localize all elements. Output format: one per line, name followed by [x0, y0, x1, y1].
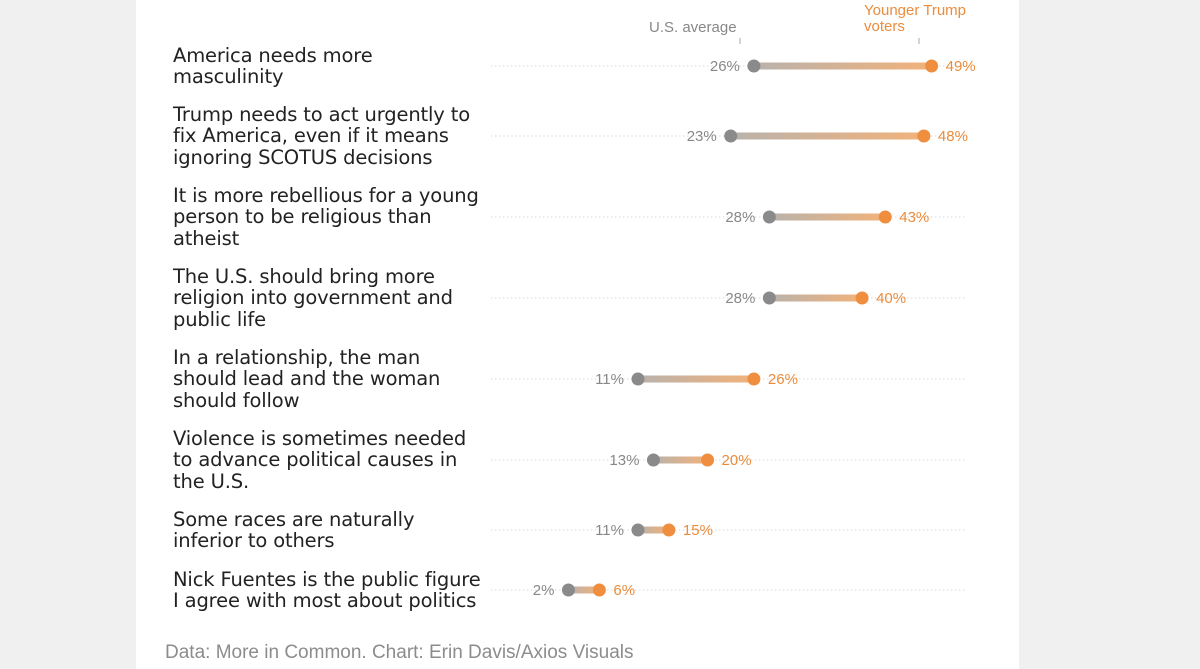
source-credit: Data: More in Common. Chart: Erin Davis/…: [165, 642, 634, 663]
dumbbell-bar: [769, 213, 886, 221]
statement-line: should follow: [173, 388, 300, 412]
legend-us-average: U.S. average: [649, 19, 737, 36]
avg-value-label: 28%: [725, 209, 755, 226]
young-value-label: 15%: [683, 522, 713, 539]
young-value-label: 49%: [946, 58, 976, 75]
young-point: [855, 291, 869, 305]
young-point: [701, 453, 715, 467]
statement-line: atheist: [173, 226, 240, 250]
avg-value-label: 11%: [595, 371, 624, 388]
chart-card: [136, 0, 1019, 669]
young-point: [662, 523, 676, 537]
avg-point: [762, 291, 776, 305]
young-point: [917, 129, 931, 143]
young-value-label: 48%: [938, 128, 968, 145]
statement-line: the U.S.: [173, 469, 250, 493]
statement-line: America needs more: [173, 43, 373, 67]
statement-line: should lead and the woman: [173, 367, 441, 391]
statement-4: The U.S. should bring more religion into …: [173, 266, 493, 331]
statement-line: Trump needs to act urgently to: [173, 102, 471, 126]
legend-young-line1: Younger Trump: [864, 2, 967, 19]
avg-point: [631, 372, 645, 386]
avg-point: [762, 210, 776, 224]
avg-value-label: 23%: [687, 128, 717, 145]
statement-line: ignoring SCOTUS decisions: [173, 145, 433, 169]
statement-line: to advance political causes in: [173, 448, 458, 472]
statement-line: fix America, even if it means: [173, 124, 449, 148]
avg-value-label: 13%: [609, 452, 639, 469]
young-value-label: 43%: [899, 209, 929, 226]
statement-line: In a relationship, the man: [173, 345, 421, 369]
avg-value-label: 2%: [533, 582, 555, 599]
dumbbell-bar: [653, 456, 708, 464]
young-point: [592, 583, 606, 597]
avg-point: [747, 59, 761, 73]
statement-line: public life: [173, 307, 266, 331]
statement-1: America needs more masculinity: [173, 43, 493, 88]
avg-value-label: 11%: [595, 522, 624, 539]
statement-line: It is more rebellious for a young: [173, 183, 479, 207]
young-value-label: 40%: [876, 290, 906, 307]
statement-line: person to be religious than: [173, 205, 432, 229]
dumbbell-bar: [637, 526, 669, 534]
avg-point: [646, 453, 660, 467]
statement-line: Some races are naturally: [173, 507, 415, 531]
statement-line: The U.S. should bring more: [173, 264, 435, 288]
statement-2: Trump needs to act urgently to fix Americ…: [173, 104, 493, 169]
young-value-label: 20%: [722, 452, 752, 469]
dumbbell-bar: [730, 132, 924, 140]
avg-value-label: 26%: [710, 58, 740, 75]
statement-line: I agree with most about politics: [173, 589, 477, 612]
statement-line: inferior to others: [173, 529, 335, 552]
statement-3: It is more rebellious for a young person …: [173, 185, 493, 250]
dumbbell-bar: [637, 375, 754, 383]
dumbbell-bar: [568, 586, 600, 594]
statement-line: Violence is sometimes needed: [173, 426, 467, 450]
avg-point: [561, 583, 575, 597]
young-value-label: 6%: [613, 582, 635, 599]
dumbbell-bar: [753, 62, 932, 70]
young-point: [878, 210, 892, 224]
avg-point: [631, 523, 645, 537]
legend-younger-trump-voters: Younger Trump voters: [864, 3, 966, 35]
statement-7: Some races are naturally inferior to othe…: [173, 507, 493, 552]
young-point: [747, 372, 761, 386]
dumbbell-bar: [769, 294, 863, 302]
young-value-label: 26%: [768, 371, 798, 388]
statement-line: religion into government and: [173, 286, 453, 310]
legend-young-line2: voters: [864, 18, 905, 35]
young-point: [925, 59, 939, 73]
statement-6: Violence is sometimes needed to advance p…: [173, 428, 493, 493]
avg-point: [724, 129, 738, 143]
statement-line: Nick Fuentes is the public figure: [173, 567, 481, 591]
statement-5: In a relationship, the man should lead an…: [173, 347, 493, 412]
statement-8: Nick Fuentes is the public figure I agree…: [173, 567, 493, 612]
avg-value-label: 28%: [725, 290, 755, 307]
statement-line: masculinity: [173, 65, 284, 88]
